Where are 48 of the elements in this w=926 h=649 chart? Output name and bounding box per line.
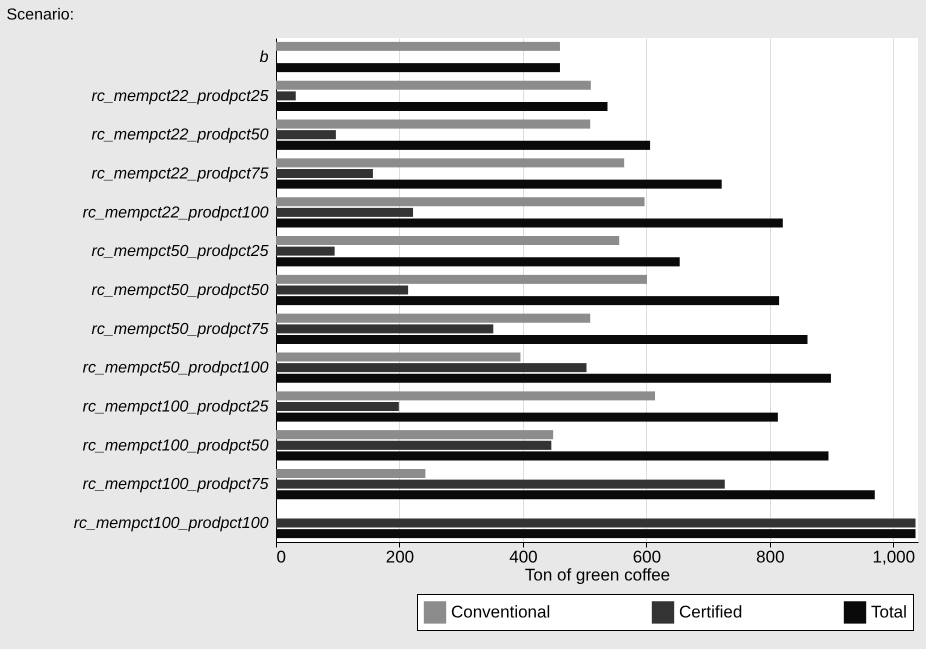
bar	[276, 236, 620, 246]
y-tick-label: rc_mempct22_prodpct75	[92, 166, 269, 183]
legend-label: Certified	[679, 602, 742, 622]
x-tick-label: 400	[509, 548, 538, 566]
bar	[276, 274, 647, 284]
legend-label: Total	[871, 602, 907, 622]
y-axis-title: Scenario:	[6, 6, 74, 24]
y-tick-label: b	[260, 49, 269, 66]
bar	[276, 158, 624, 168]
bar	[276, 285, 408, 295]
x-tick-label: 600	[632, 548, 662, 566]
bar	[276, 440, 552, 450]
y-tick-label: rc_mempct50_prodpct25	[92, 243, 269, 260]
bar	[276, 391, 656, 400]
y-tick-label: rc_mempct50_prodpct50	[92, 282, 269, 299]
bar	[276, 246, 335, 256]
bar	[276, 314, 590, 323]
y-tick-label: rc_mempct100_prodpct100	[74, 514, 269, 532]
bar	[276, 480, 725, 489]
x-tick-label: 1,000	[872, 548, 916, 566]
bar	[276, 402, 399, 412]
bar	[276, 91, 296, 100]
bar	[276, 168, 373, 178]
bar	[276, 208, 414, 217]
bar	[276, 430, 554, 440]
x-tick-label: 0	[276, 548, 286, 566]
bar	[276, 197, 645, 206]
y-tick-label: rc_mempct22_prodpct25	[92, 88, 269, 105]
y-tick-label: rc_mempct50_prodpct75	[92, 320, 269, 338]
bar	[276, 120, 590, 129]
y-tick-label: rc_mempct22_prodpct100	[82, 204, 269, 222]
bar	[276, 130, 336, 140]
bar	[276, 518, 916, 528]
bar	[276, 363, 587, 372]
bar	[276, 42, 560, 51]
bar	[276, 324, 494, 334]
x-tick-label: 800	[756, 548, 785, 566]
legend-label: Conventional	[451, 602, 550, 622]
y-tick-label: rc_mempct50_prodpct100	[82, 360, 269, 377]
y-tick-label: rc_mempct100_prodpct25	[82, 398, 269, 416]
y-tick-label: rc_mempct22_prodpct50	[92, 126, 269, 144]
y-tick-label: rc_mempct100_prodpct75	[82, 476, 269, 494]
x-axis-title: Ton of green coffee	[524, 566, 670, 584]
y-tick-label: rc_mempct100_prodpct50	[82, 437, 269, 454]
bar	[276, 80, 591, 90]
x-tick-label: 200	[386, 548, 414, 566]
bar	[276, 352, 520, 362]
bar	[276, 469, 426, 478]
